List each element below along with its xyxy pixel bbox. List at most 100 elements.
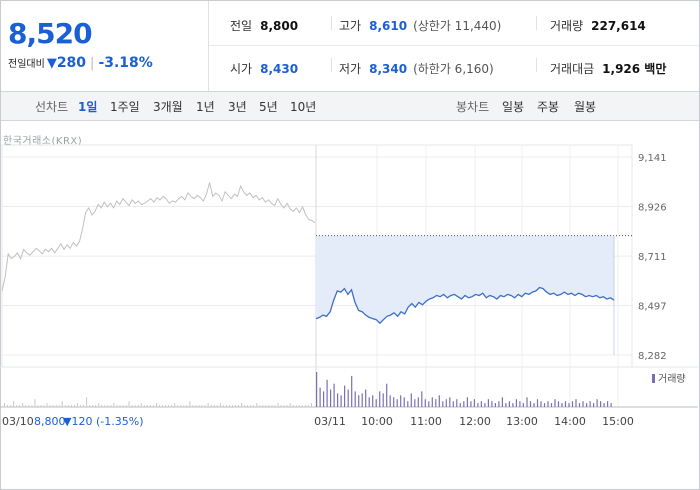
x-tick-label: 03/10 xyxy=(2,415,34,428)
stat-label: 거래량 xyxy=(550,19,584,33)
volume-bar-prev xyxy=(250,405,252,407)
x-tick-label: 15:00 xyxy=(602,415,634,428)
volume-bar-prev xyxy=(186,405,188,407)
volume-bar-prev xyxy=(61,401,63,407)
volume-bar-prev xyxy=(67,405,69,407)
volume-bar-prev xyxy=(19,405,21,407)
volume-bar-prev xyxy=(89,405,91,407)
volume-bar-prev xyxy=(98,403,100,407)
tab-3m[interactable]: 3개월 xyxy=(153,100,183,114)
volume-bar-prev xyxy=(55,405,57,407)
volume-bar-today xyxy=(501,397,503,407)
volume-bar-today xyxy=(473,399,475,407)
volume-bar-today xyxy=(375,399,377,407)
volume-bar-prev xyxy=(238,405,239,407)
volume-bar-prev xyxy=(280,405,282,407)
volume-bar-prev xyxy=(28,405,30,407)
volume-legend-swatch xyxy=(652,374,655,383)
volume-bar-today xyxy=(417,397,419,407)
volume-bar-prev xyxy=(64,405,66,407)
volume-bar-today xyxy=(389,395,391,407)
volume-bar-today xyxy=(596,399,598,407)
volume-bar-today xyxy=(316,372,318,407)
volume-bar-prev xyxy=(265,405,267,407)
volume-bar-today xyxy=(547,401,549,407)
volume-bar-today xyxy=(554,399,556,407)
tab-1w[interactable]: 1주일 xyxy=(110,100,140,114)
volume-bar-today xyxy=(578,403,581,407)
volume-bar-prev xyxy=(58,405,60,407)
volume-bar-today xyxy=(463,401,465,407)
volume-bar-prev xyxy=(76,403,78,407)
volume-bar-prev xyxy=(171,405,173,407)
tab-10y[interactable]: 10년 xyxy=(290,100,317,114)
volume-bar-prev xyxy=(222,405,224,407)
volume-bar-prev xyxy=(277,403,279,407)
volume-bar-today xyxy=(557,401,560,407)
line-chart-label: 선차트 xyxy=(35,100,69,114)
x-tick-label: 11:00 xyxy=(410,415,442,428)
volume-bar-prev xyxy=(198,405,200,407)
volume-bar-today xyxy=(470,401,472,407)
chart-tabs: 선차트 1일 1주일 3개월 1년 3년 5년 10년 봉차트 일봉 주봉 월봉 xyxy=(1,92,699,121)
volume-bar-prev xyxy=(274,405,276,407)
volume-bar-today xyxy=(491,401,493,407)
volume-bar-today xyxy=(319,387,321,407)
tab-monthly-candle[interactable]: 월봉 xyxy=(574,100,597,114)
volume-bar-prev xyxy=(289,403,291,407)
volume-bar-today xyxy=(330,389,332,407)
current-price-panel: 8,520 전일대비 ▼280 | -3.18% xyxy=(1,1,209,91)
volume-bar-today xyxy=(600,401,602,407)
volume-bar-prev xyxy=(307,405,309,407)
y-tick-label: 8,497 xyxy=(638,301,667,312)
volume-bar-today xyxy=(593,403,595,407)
tab-5y[interactable]: 5년 xyxy=(259,100,278,114)
tab-weekly-candle[interactable]: 주봉 xyxy=(537,100,560,114)
volume-bar-today xyxy=(529,401,532,407)
volume-bar-prev xyxy=(219,403,221,407)
volume-bar-prev xyxy=(10,405,12,407)
volume-bar-prev xyxy=(311,403,312,407)
volume-bar-prev xyxy=(43,405,45,407)
volume-bar-today xyxy=(400,395,402,407)
volume-bar-prev xyxy=(101,405,103,407)
tab-daily-candle[interactable]: 일봉 xyxy=(502,100,525,114)
volume-bar-today xyxy=(526,397,528,407)
volume-bar-today xyxy=(484,403,486,407)
volume-bar-prev xyxy=(210,405,212,407)
upper-limit: (상한가 11,440) xyxy=(413,19,502,33)
stat-label: 시가 xyxy=(230,62,253,76)
volume-bar-today xyxy=(543,403,546,407)
tab-1y[interactable]: 1년 xyxy=(196,100,215,114)
volume-bar-today xyxy=(522,403,524,407)
volume-bar-prev xyxy=(7,405,8,407)
volume-bar-prev xyxy=(16,405,18,407)
volume-bar-prev xyxy=(177,405,179,407)
volume-bar-today xyxy=(512,403,514,407)
tab-1d[interactable]: 1일 xyxy=(78,100,98,114)
volume-bar-today xyxy=(445,399,447,407)
volume-bar-today xyxy=(435,399,437,407)
volume-bar-prev xyxy=(25,405,27,407)
volume-bar-today xyxy=(351,375,353,407)
volume-bar-today xyxy=(344,385,346,407)
volume-bar-prev xyxy=(128,401,130,407)
tab-3y[interactable]: 3년 xyxy=(228,100,247,114)
change-amount: 280 xyxy=(56,55,87,71)
stat-value: 227,614 xyxy=(591,19,646,33)
volume-bar-today xyxy=(407,401,409,407)
down-triangle-icon: ▼ xyxy=(46,56,57,71)
stat-value: 8,340 xyxy=(369,62,408,76)
volume-bar-prev xyxy=(244,405,246,407)
volume-bar-today xyxy=(610,403,612,407)
volume-bar-prev xyxy=(92,405,94,407)
volume-bar-today xyxy=(571,401,574,407)
volume-bar-prev xyxy=(22,403,24,407)
volume-bar-today xyxy=(347,389,349,407)
volume-bar-today xyxy=(361,393,363,407)
volume-bar-prev xyxy=(165,405,167,407)
volume-bar-prev xyxy=(125,405,127,407)
volume-bar-prev xyxy=(207,403,209,407)
volume-bar-today xyxy=(326,379,328,407)
volume-bar-prev xyxy=(235,405,236,407)
